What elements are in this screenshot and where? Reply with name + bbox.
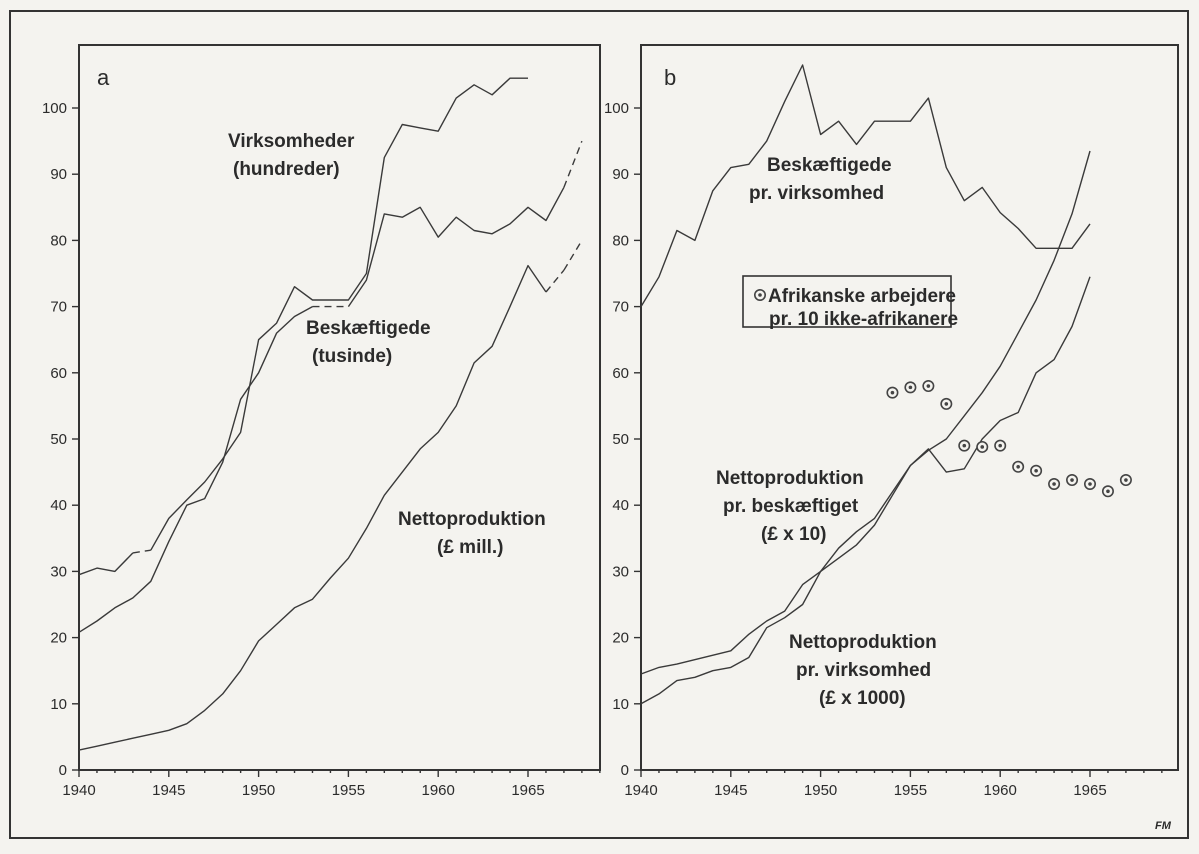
panel-b-frame <box>640 44 1179 771</box>
panel-b-scatter-point-0 <box>886 386 899 399</box>
panel-b-scatter-point-9 <box>1048 478 1061 491</box>
panel-a-xtick-label-1: 1945 <box>152 782 185 799</box>
panel-b-annotation-0-line-1: pr. virksomhed <box>749 183 884 204</box>
panel-b-xtick-label-4: 1960 <box>984 782 1017 799</box>
panel-b-xtick-label-1: 1945 <box>714 782 747 799</box>
panel-a-frame <box>78 44 601 771</box>
panel-a-series-1-line <box>563 140 583 188</box>
panel-a-annotation-0: Virksomheder (hundreder) <box>228 131 355 180</box>
panel-b-series-0-line <box>640 64 1091 307</box>
panel-b-scatter-point-10 <box>1066 474 1079 487</box>
panel-a-annotation-2: Nettoproduktion (£ mill.) <box>398 509 546 558</box>
panel-a-xtick-label-3: 1955 <box>332 782 365 799</box>
panel-b-ytick-label-5: 50 <box>612 431 629 448</box>
panel-a-annotation-1-line-1: (tusinde) <box>312 346 392 367</box>
panel-b-ytick-label-10: 100 <box>604 100 629 117</box>
panel-b-scatter-point-7 <box>1012 460 1025 473</box>
panel-b-series-1-line <box>640 276 1091 675</box>
panel-b-scatter-point-13 <box>1119 474 1132 487</box>
panel-a-series-0-line <box>78 552 134 576</box>
scatter-legend-line-0: Afrikanske arbejdere <box>768 286 956 307</box>
panel-b-annotation-2-line-2: (£ x 1000) <box>819 688 906 709</box>
scatter-legend-frame <box>742 275 952 328</box>
panel-a-annotation-0-line-1: (hundreder) <box>233 159 340 180</box>
outer-frame <box>9 10 1189 839</box>
panel-a-annotation-2-line-1: (£ mill.) <box>437 537 504 558</box>
panel-a-ytick-label-8: 80 <box>50 232 67 249</box>
panel-b-scatter-point-1 <box>904 381 917 394</box>
panel-b-annotation-2: Nettoproduktion pr. virksomhed (£ x 1000… <box>789 632 937 709</box>
panel-b-ytick-label-8: 80 <box>612 232 629 249</box>
panel-a-series-0-line <box>150 77 528 551</box>
panel-b-scatter-point-3 <box>940 397 953 410</box>
panel-b-xtick-label-3: 1955 <box>894 782 927 799</box>
panel-a: a Virksomheder (hundreder) Beskæftigede … <box>42 44 601 799</box>
panel-b-annotation-0: Beskæftigede pr. virksomhed <box>749 155 892 204</box>
scatter-legend-box: Afrikanske arbejdere pr. 10 ikke-afrikan… <box>742 275 958 330</box>
panel-b-ytick-label-3: 30 <box>612 563 629 580</box>
panel-b-ytick-label-2: 20 <box>612 630 629 647</box>
panel-a-series-0-line <box>132 549 151 554</box>
panel-a-annotation-1: Beskæftigede (tusinde) <box>306 318 431 367</box>
panel-a-letter: a <box>97 65 110 90</box>
scatter-legend-line-1: pr. 10 ikke-afrikanere <box>769 309 958 330</box>
panel-b-ytick-label-0: 0 <box>621 762 629 779</box>
panel-b-annotation-1-line-0: Nettoproduktion <box>716 468 864 489</box>
panel-b-scatter-point-5 <box>976 440 989 453</box>
panel-a-annotation-0-line-0: Virksomheder <box>228 131 355 152</box>
panel-a-xtick-label-5: 1965 <box>511 782 544 799</box>
panel-b-scatter-point-12 <box>1101 485 1114 498</box>
panel-b: b Beskæftigede pr. virksomhed Nettoprodu… <box>604 44 1179 799</box>
panel-a-series-1-line <box>347 187 565 307</box>
panel-a-series-1-line <box>78 305 313 633</box>
panel-a-ytick-label-5: 50 <box>50 431 67 448</box>
panel-a-xtick-label-0: 1940 <box>62 782 95 799</box>
panel-b-xtick-label-0: 1940 <box>624 782 657 799</box>
panel-a-ytick-label-10: 100 <box>42 100 67 117</box>
panel-a-annotation-1-line-0: Beskæftigede <box>306 318 431 339</box>
panel-b-xtick-label-5: 1965 <box>1073 782 1106 799</box>
panel-b-scatter-point-2 <box>922 380 935 393</box>
panel-a-series-2-line <box>563 240 583 271</box>
panel-a-ytick-label-2: 20 <box>50 630 67 647</box>
panel-b-xtick-label-2: 1950 <box>804 782 837 799</box>
panel-b-ytick-label-4: 40 <box>612 497 629 514</box>
panel-a-series-2-line <box>545 269 565 293</box>
panel-a-ytick-label-1: 10 <box>50 696 67 713</box>
figure-credit: FM <box>1155 820 1172 832</box>
scatter-legend-marker <box>753 288 766 301</box>
panel-b-annotation-2-line-1: pr. virksomhed <box>796 660 931 681</box>
panel-b-scatter-point-11 <box>1084 478 1097 491</box>
panel-a-series-2-line <box>78 264 547 751</box>
panel-b-ytick-label-6: 60 <box>612 365 629 382</box>
panel-b-annotation-2-line-0: Nettoproduktion <box>789 632 937 653</box>
panel-b-annotation-1: Nettoproduktion pr. beskæftiget (£ x 10) <box>716 468 864 545</box>
panel-a-xtick-label-2: 1950 <box>242 782 275 799</box>
panel-b-scatter-point-6 <box>994 439 1007 452</box>
panel-a-xtick-label-4: 1960 <box>422 782 455 799</box>
panel-b-scatter-point-4 <box>958 439 971 452</box>
panel-a-ytick-label-6: 60 <box>50 365 67 382</box>
panel-b-ytick-label-9: 90 <box>612 166 629 183</box>
panel-b-scatter-point-8 <box>1030 464 1043 477</box>
panel-b-ytick-label-7: 70 <box>612 299 629 316</box>
panel-b-ytick-label-1: 10 <box>612 696 629 713</box>
panel-a-ytick-label-3: 30 <box>50 563 67 580</box>
panel-b-series-2-line <box>640 150 1091 705</box>
panel-a-ytick-label-9: 90 <box>50 166 67 183</box>
panel-a-annotation-2-line-0: Nettoproduktion <box>398 509 546 530</box>
panel-a-ytick-label-0: 0 <box>59 762 67 779</box>
panel-b-annotation-1-line-1: pr. beskæftiget <box>723 496 859 517</box>
panel-a-ytick-label-4: 40 <box>50 497 67 514</box>
panel-b-letter: b <box>664 65 676 90</box>
panel-b-annotation-1-line-2: (£ x 10) <box>761 524 826 545</box>
panel-a-ytick-label-7: 70 <box>50 299 67 316</box>
panel-b-annotation-0-line-0: Beskæftigede <box>767 155 892 176</box>
